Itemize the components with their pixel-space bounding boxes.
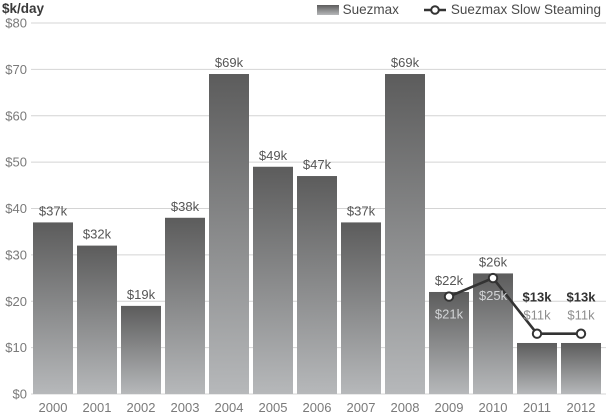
x-tick-label: 2010 <box>479 400 508 415</box>
x-tick-label: 2007 <box>347 400 376 415</box>
bar-2009 <box>429 291 469 394</box>
line-point-marker-2011 <box>531 328 543 339</box>
legend-item-suezmax: Suezmax <box>316 2 399 17</box>
y-tick-label: $10 <box>5 340 27 355</box>
bar-value-label: $26k <box>479 254 508 269</box>
y-tick-label: $20 <box>5 294 27 309</box>
bar-2008 <box>385 74 425 394</box>
bar-value-label: $69k <box>215 55 244 70</box>
x-tick-label: 2000 <box>39 400 68 415</box>
y-tick-label: $60 <box>5 108 27 123</box>
y-tick-label: $80 <box>5 16 27 31</box>
x-tick-label: 2011 <box>523 400 551 415</box>
bar-value-label: $38k <box>171 199 200 214</box>
x-tick-label: 2004 <box>215 400 244 415</box>
bar-value-label: $11k <box>523 308 551 323</box>
bar-2005 <box>253 166 293 394</box>
x-tick-label: 2006 <box>303 400 332 415</box>
y-tick-label: $50 <box>5 155 27 170</box>
bar-value-label: $69k <box>391 55 420 70</box>
y-tick-label: $30 <box>5 247 27 262</box>
bar-value-label: $37k <box>39 203 68 218</box>
legend: Suezmax Suezmax Slow Steaming <box>316 2 601 17</box>
line-point-marker-2012 <box>575 328 587 339</box>
y-tick-label: $40 <box>5 201 27 216</box>
bar-value-label: $11k <box>567 308 595 323</box>
bar-2011 <box>517 342 557 394</box>
bar-swatch-icon <box>316 4 339 15</box>
legend-item-slow-steaming: Suezmax Slow Steaming <box>423 2 601 17</box>
bar-2007 <box>341 222 381 394</box>
x-tick-label: 2012 <box>567 400 596 415</box>
x-tick-label: 2001 <box>83 400 112 415</box>
line-value-label: $13k <box>523 290 553 305</box>
line-point-marker-2010 <box>487 272 499 284</box>
bar-2012 <box>561 342 601 394</box>
bar-value-label: $19k <box>127 287 156 302</box>
bar-2006 <box>297 176 337 394</box>
slow-steaming-line <box>448 276 581 336</box>
legend-label-suezmax: Suezmax <box>342 2 399 17</box>
legend-label-slow-steaming: Suezmax Slow Steaming <box>450 2 601 17</box>
x-tick-label: 2009 <box>435 400 464 415</box>
line-value-label: $25k <box>479 288 508 303</box>
y-tick-label: $70 <box>5 62 27 77</box>
bar-2002 <box>121 305 161 394</box>
y-tick-label: $0 <box>13 387 27 402</box>
line-point-marker-2009 <box>443 291 455 302</box>
bar-value-label: $49k <box>259 148 288 163</box>
bar-value-label: $32k <box>83 227 112 242</box>
bar-value-label: $37k <box>347 203 376 218</box>
bar-2000 <box>33 222 73 394</box>
x-tick-label: 2005 <box>259 400 288 415</box>
x-tick-label: 2003 <box>171 400 200 415</box>
x-tick-label: 2008 <box>391 400 420 415</box>
bar-2004 <box>209 74 249 394</box>
line-marker-icon <box>423 4 446 15</box>
line-value-label: $21k <box>435 307 464 322</box>
bar-value-label: $22k <box>435 273 464 288</box>
bar-2003 <box>165 217 205 394</box>
line-value-label: $13k <box>567 290 597 305</box>
bar-value-label: $47k <box>303 157 332 172</box>
bar-2001 <box>77 245 117 394</box>
x-tick-label: 2002 <box>127 400 156 415</box>
axis-unit-title: $k/day <box>2 1 45 16</box>
